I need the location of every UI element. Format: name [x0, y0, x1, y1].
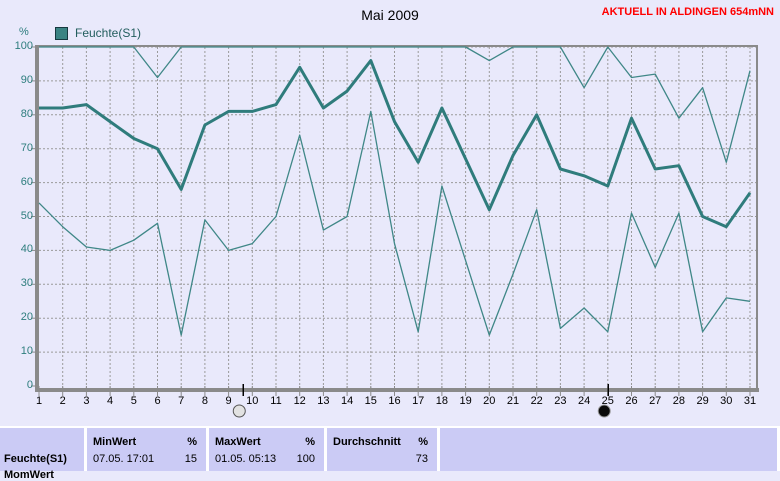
x-tick-label: 11 — [270, 395, 282, 407]
y-tick-label: 30 — [20, 277, 33, 290]
y-tick-label: 90 — [20, 73, 33, 86]
x-tick-label: 25 — [601, 395, 614, 407]
stats-table: Feuchte(S1) MomWert MinWert % 07.05. 17:… — [0, 426, 780, 481]
x-tick-label: 24 — [577, 395, 591, 407]
durchschnitt-value: 73 — [415, 453, 428, 465]
page-title: Mai 2009 — [361, 7, 419, 23]
legend-color-swatch — [55, 26, 68, 40]
x-tick-label: 30 — [720, 395, 733, 407]
minwert-header: MinWert — [93, 436, 137, 448]
x-tick-label: 29 — [696, 395, 709, 407]
series-daily_min — [38, 110, 751, 336]
humidity-line-chart — [31, 45, 759, 418]
x-tick-label: 9 — [225, 395, 232, 407]
y-tick-label: 50 — [20, 209, 33, 222]
y-tick-label: 10 — [20, 345, 33, 358]
x-tick-label: 15 — [364, 395, 377, 407]
new-moon-icon — [597, 404, 611, 418]
y-tick-label: 70 — [20, 141, 33, 154]
minwert-unit: % — [187, 436, 197, 448]
series-daily_max — [39, 46, 751, 163]
x-tick-label: 6 — [154, 395, 161, 407]
x-tick-label: 12 — [293, 395, 306, 407]
y-tick-label: 40 — [20, 243, 33, 256]
x-tick-label: 5 — [130, 395, 137, 407]
y-tick-label: 0 — [26, 379, 33, 391]
y-tick-label: 20 — [20, 311, 33, 324]
x-tick-label: 4 — [107, 395, 114, 407]
legend-series-label: Feuchte(S1) — [75, 26, 142, 40]
maxwert-value: 100 — [296, 453, 315, 465]
minwert-value: 15 — [184, 453, 197, 465]
x-tick-label: 14 — [340, 395, 354, 407]
chart-legend: Feuchte(S1) — [55, 26, 141, 40]
stats-cell-minwert: MinWert % 07.05. 17:01 15 — [87, 428, 206, 471]
x-tick-label: 28 — [672, 395, 686, 407]
x-tick-label: 19 — [459, 395, 472, 407]
y-tick-label: 60 — [20, 175, 33, 188]
y-tick-label: 80 — [20, 107, 33, 120]
stats-cell-label: Feuchte(S1) MomWert — [0, 428, 84, 481]
full-moon-icon — [232, 404, 246, 418]
y-tick-label: 100 — [14, 40, 33, 52]
x-tick-label: 26 — [625, 395, 638, 407]
durchschnitt-header: Durchschnitt — [333, 436, 401, 448]
x-tick-label: 27 — [649, 395, 662, 407]
x-tick-label: 18 — [435, 395, 449, 407]
x-tick-label: 31 — [743, 395, 757, 407]
x-tick-label: 23 — [554, 395, 567, 407]
y-axis-unit-label: % — [19, 26, 29, 38]
maxwert-time: 01.05. 05:13 — [215, 453, 277, 465]
x-tick-label: 20 — [483, 395, 496, 407]
series-daily_mean — [39, 59, 752, 229]
x-tick-label: 16 — [388, 395, 401, 407]
maxwert-unit: % — [305, 436, 315, 448]
x-tick-label: 13 — [317, 395, 330, 407]
x-tick-label: 3 — [83, 395, 90, 407]
x-tick-label: 7 — [178, 395, 185, 407]
durchschnitt-unit: % — [418, 436, 428, 448]
stats-row-label: Feuchte(S1) — [4, 453, 67, 465]
x-tick-label: 2 — [59, 395, 66, 407]
status-banner: AKTUELL IN ALDINGEN 654mNN — [601, 6, 774, 18]
stats-cell-maxwert: MaxWert % 01.05. 05:13 100 — [209, 428, 324, 471]
stats-cell-empty — [440, 428, 777, 471]
x-tick-label: 22 — [530, 395, 543, 407]
x-tick-label: 1 — [35, 395, 43, 407]
x-tick-label: 21 — [506, 395, 520, 407]
x-tick-label: 8 — [201, 395, 208, 407]
x-tick-label: 10 — [246, 395, 259, 407]
x-tick-label: 17 — [412, 395, 425, 407]
maxwert-header: MaxWert — [215, 436, 261, 448]
stats-cell-durchschnitt: Durchschnitt % 73 — [327, 428, 437, 471]
minwert-time: 07.05. 17:01 — [93, 453, 155, 465]
